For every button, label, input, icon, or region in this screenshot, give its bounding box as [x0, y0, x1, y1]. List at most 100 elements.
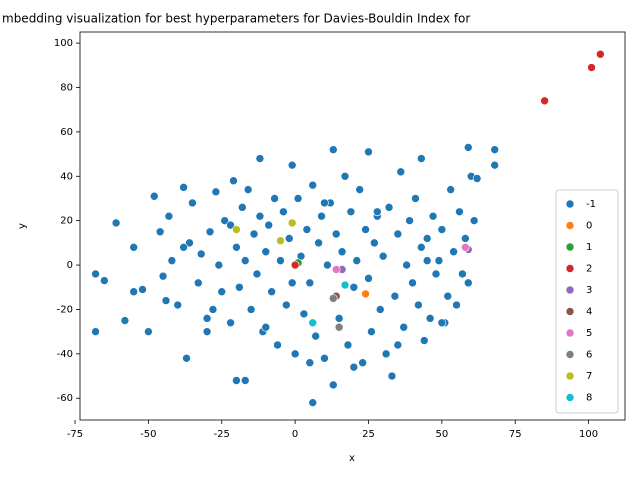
point [587, 63, 596, 72]
x-tick-label: -25 [214, 429, 230, 440]
point [91, 327, 100, 336]
legend-label: 7 [586, 371, 592, 382]
point [334, 322, 344, 332]
point [179, 243, 188, 252]
point [411, 194, 420, 203]
y-tick-label: 100 [54, 38, 73, 49]
y-tick-label: 40 [60, 171, 73, 182]
point [232, 376, 241, 385]
legend-label: -1 [586, 199, 596, 210]
point [293, 194, 303, 203]
point [349, 282, 359, 292]
point [328, 380, 338, 390]
point [540, 96, 549, 106]
point [417, 154, 426, 163]
point [422, 256, 432, 265]
y-tick-label: 0 [67, 260, 73, 271]
point [352, 256, 362, 265]
x-tick-label: 25 [362, 429, 375, 440]
point [334, 314, 344, 323]
point [596, 49, 605, 59]
point [463, 278, 473, 288]
point [384, 203, 394, 212]
point [320, 198, 329, 208]
point [364, 147, 373, 157]
point [279, 207, 288, 217]
x-tick-label: 0 [292, 429, 298, 440]
point [361, 225, 370, 234]
point [252, 269, 262, 279]
point [255, 154, 265, 163]
legend-label: 6 [586, 350, 592, 361]
point [202, 314, 212, 323]
point [446, 185, 455, 194]
legend-marker [565, 285, 575, 295]
point [405, 216, 414, 225]
point [232, 243, 241, 252]
plot-frame [79, 31, 626, 421]
point [299, 309, 309, 319]
point [490, 145, 499, 154]
point [390, 291, 400, 301]
chart-title: mbedding visualization for best hyperpar… [2, 12, 470, 26]
y-tick-label: 80 [60, 82, 73, 93]
point [226, 220, 235, 230]
point [340, 280, 350, 290]
point [246, 305, 256, 314]
point [364, 274, 373, 283]
point [422, 234, 432, 243]
legend-marker [565, 393, 575, 402]
point [100, 276, 109, 285]
point [129, 287, 139, 297]
point [129, 243, 139, 252]
point [214, 260, 224, 270]
point [243, 185, 253, 194]
point [193, 278, 203, 288]
legend-label: 5 [586, 328, 592, 339]
legend-marker [565, 242, 575, 252]
point [261, 322, 271, 332]
point [226, 318, 235, 328]
point [461, 234, 470, 243]
point [144, 327, 153, 336]
point [458, 269, 467, 279]
point [375, 305, 385, 314]
point [167, 256, 177, 265]
legend-marker [565, 264, 575, 273]
point [343, 340, 353, 350]
point [287, 218, 297, 228]
point [387, 371, 397, 381]
point [120, 316, 130, 325]
point [188, 198, 197, 208]
point [461, 243, 470, 252]
point [323, 260, 332, 270]
point [419, 336, 429, 345]
point [202, 327, 212, 336]
point [372, 207, 382, 217]
point [91, 269, 100, 279]
point [428, 211, 438, 221]
legend-label: 1 [586, 242, 592, 253]
point [185, 238, 194, 248]
point [305, 278, 315, 288]
y-axis-label: y [17, 223, 28, 229]
point [264, 220, 274, 230]
y-tick-label: 20 [60, 216, 73, 227]
point [402, 260, 411, 270]
point [308, 398, 318, 407]
legend-label: 2 [586, 264, 592, 275]
point [282, 300, 291, 310]
point [455, 207, 464, 217]
point [443, 291, 453, 301]
point [261, 247, 271, 257]
point [290, 349, 300, 359]
point [273, 340, 282, 350]
point [217, 287, 227, 297]
x-tick-label: -50 [140, 429, 156, 440]
point [396, 167, 406, 177]
x-axis-label: x [349, 453, 355, 464]
legend-marker [565, 328, 575, 338]
point [173, 300, 183, 310]
point [249, 229, 259, 239]
